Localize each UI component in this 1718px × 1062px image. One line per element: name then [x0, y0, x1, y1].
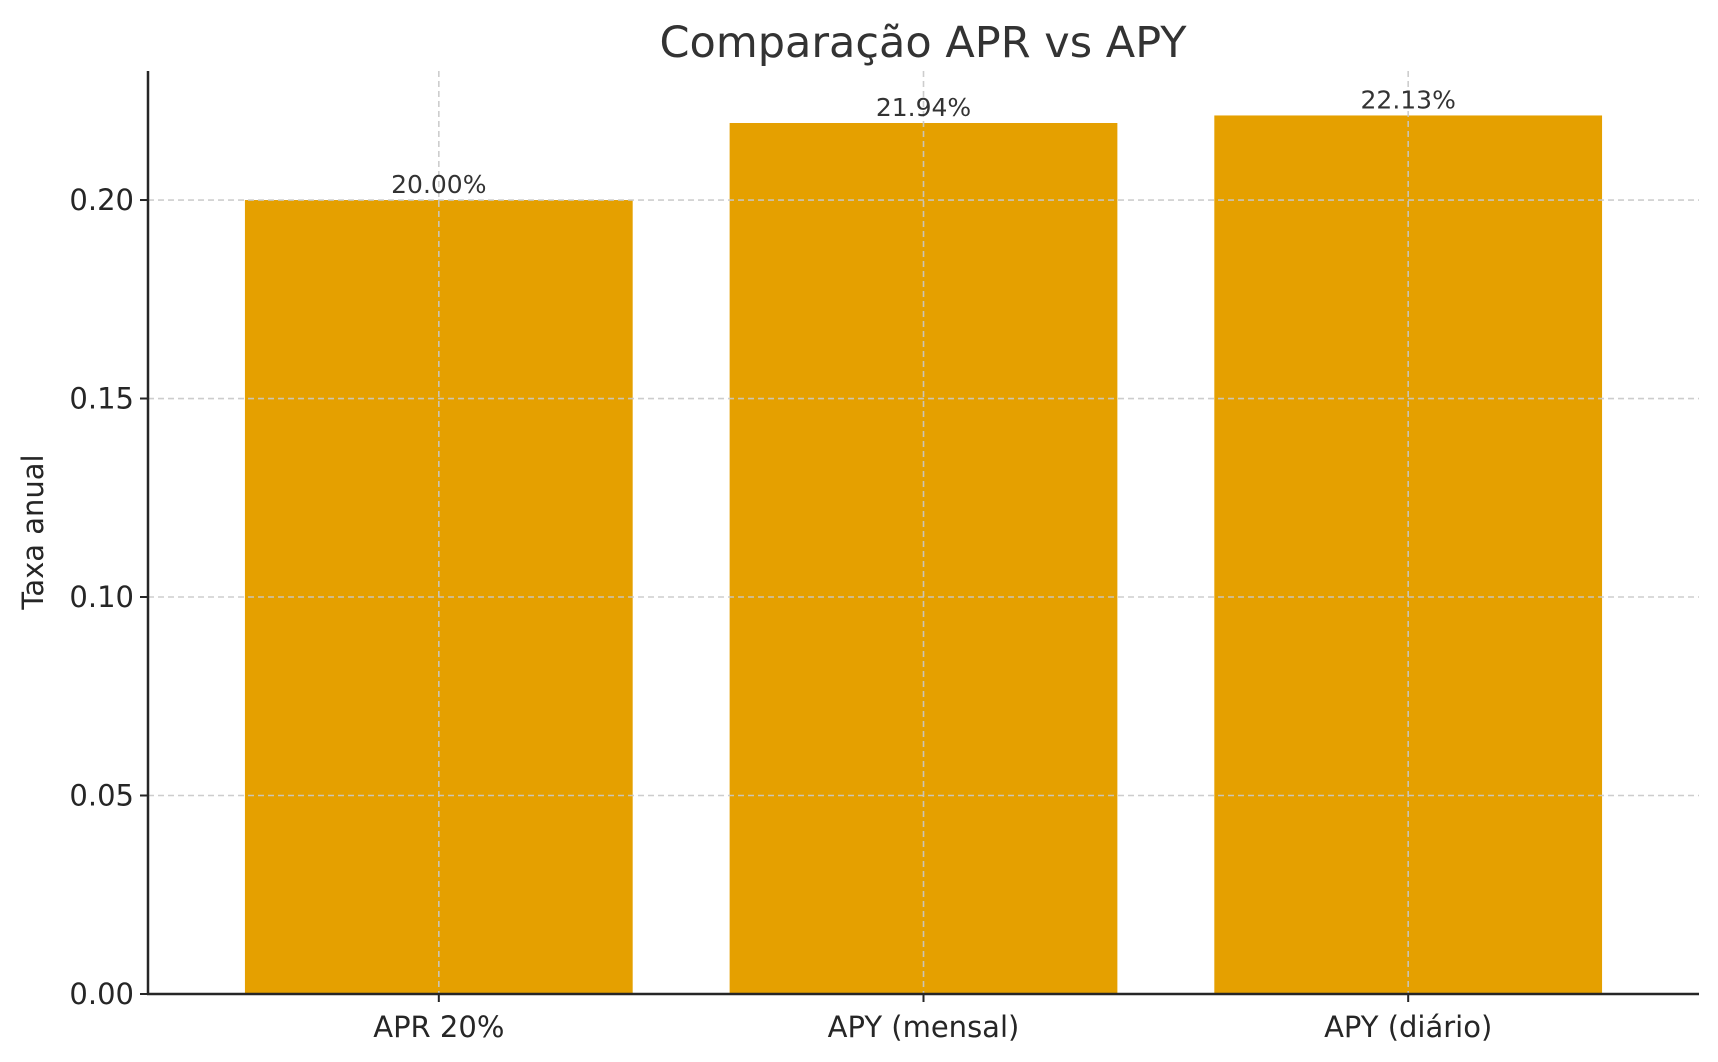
chart-title: Comparação APR vs APY	[660, 18, 1188, 68]
x-tick-label: APY (diário)	[1324, 1010, 1492, 1044]
x-axis-ticks: APR 20% APY (mensal) APY (diário)	[373, 994, 1492, 1044]
bar-value-label: 22.13%	[1361, 85, 1456, 114]
y-tick-label: 0.20	[69, 183, 134, 217]
y-tick-label: 0.05	[69, 779, 134, 813]
y-tick-label: 0.10	[69, 580, 134, 614]
bar-value-labels: 20.00% 21.94% 22.13%	[391, 85, 1456, 199]
x-tick-label: APR 20%	[373, 1010, 504, 1044]
bar-value-label: 20.00%	[391, 170, 486, 199]
bar-2	[729, 123, 1118, 994]
y-tick-label: 0.00	[69, 977, 134, 1011]
vertical-gridlines	[148, 71, 1699, 995]
y-axis-ticks: 0.00 0.05 0.10 0.15 0.20	[69, 183, 148, 1011]
x-tick-label: APY (mensal)	[828, 1010, 1020, 1044]
bar-value-label: 21.94%	[876, 93, 971, 122]
y-tick-label: 0.15	[69, 382, 134, 416]
y-axis-label: Taxa anual	[16, 454, 50, 610]
